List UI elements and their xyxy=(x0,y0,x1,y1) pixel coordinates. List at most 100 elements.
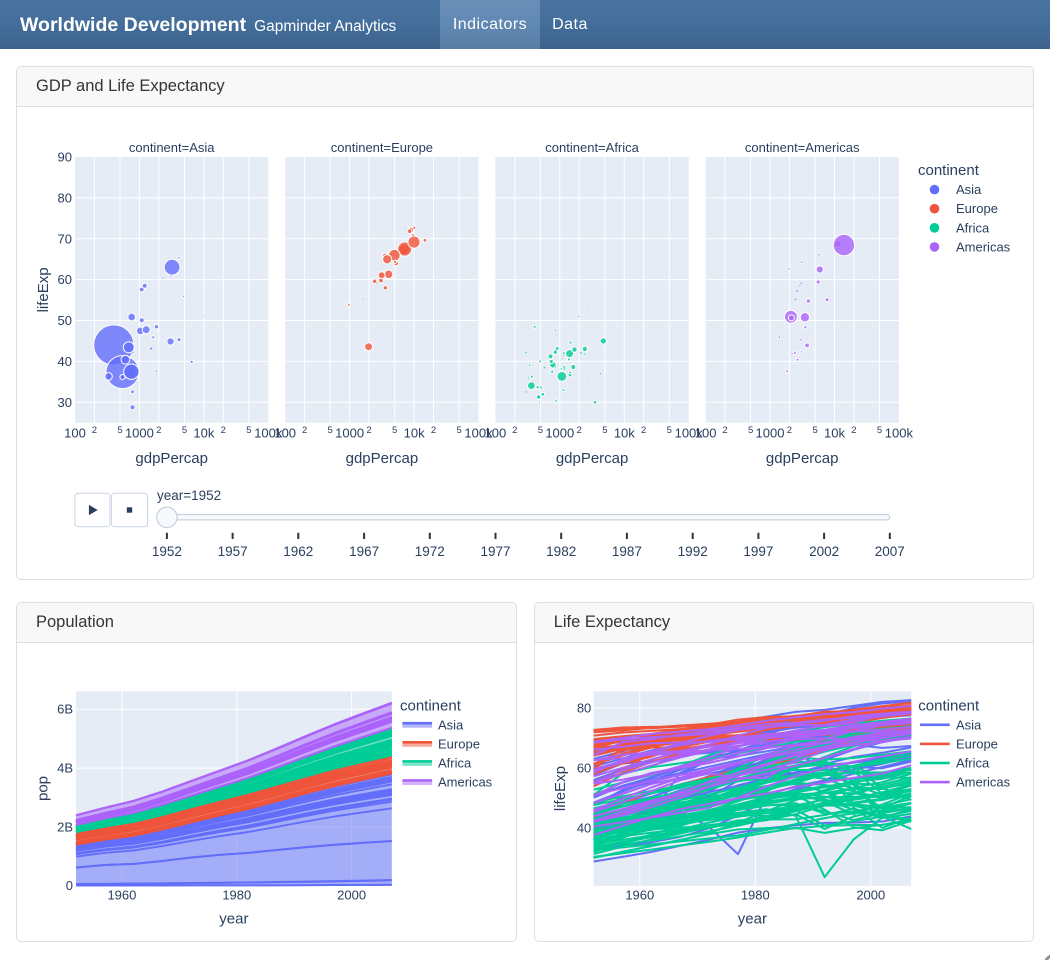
svg-text:2: 2 xyxy=(92,425,97,436)
svg-text:5: 5 xyxy=(246,425,251,436)
svg-text:2000: 2000 xyxy=(856,888,885,903)
svg-text:90: 90 xyxy=(58,150,72,165)
svg-text:100: 100 xyxy=(695,426,717,441)
svg-text:Africa: Africa xyxy=(438,756,472,771)
svg-text:pop: pop xyxy=(35,776,52,801)
svg-text:1960: 1960 xyxy=(107,888,136,903)
svg-text:1977: 1977 xyxy=(480,544,510,559)
svg-text:2: 2 xyxy=(787,425,792,436)
svg-text:1987: 1987 xyxy=(612,544,642,559)
svg-text:10k: 10k xyxy=(614,426,635,441)
svg-text:2: 2 xyxy=(641,425,646,436)
svg-text:2: 2 xyxy=(156,425,161,436)
svg-text:Asia: Asia xyxy=(438,717,464,732)
svg-text:1000: 1000 xyxy=(545,426,574,441)
svg-text:5: 5 xyxy=(456,425,461,436)
svg-text:2002: 2002 xyxy=(809,544,839,559)
svg-text:100k: 100k xyxy=(675,426,704,441)
svg-text:80: 80 xyxy=(577,700,591,715)
svg-text:gdpPercap: gdpPercap xyxy=(766,450,839,467)
svg-text:gdpPercap: gdpPercap xyxy=(346,450,419,467)
svg-text:1952: 1952 xyxy=(152,544,182,559)
svg-text:2007: 2007 xyxy=(875,544,905,559)
svg-text:continent: continent xyxy=(918,162,980,179)
svg-text:1000: 1000 xyxy=(125,426,154,441)
svg-text:100: 100 xyxy=(274,426,296,441)
svg-text:lifeExp: lifeExp xyxy=(35,267,52,312)
svg-text:year=1952: year=1952 xyxy=(157,488,221,503)
svg-text:Asia: Asia xyxy=(956,717,982,732)
svg-text:2B: 2B xyxy=(57,819,73,834)
svg-text:year: year xyxy=(219,911,248,928)
svg-text:Europe: Europe xyxy=(956,736,998,751)
svg-text:1992: 1992 xyxy=(678,544,708,559)
svg-text:0: 0 xyxy=(66,878,73,893)
svg-text:5: 5 xyxy=(392,425,397,436)
svg-text:100: 100 xyxy=(64,426,86,441)
svg-text:10k: 10k xyxy=(193,426,214,441)
svg-text:Africa: Africa xyxy=(956,756,990,771)
svg-text:2000: 2000 xyxy=(337,888,366,903)
svg-text:60: 60 xyxy=(577,760,591,775)
svg-text:100k: 100k xyxy=(254,426,283,441)
svg-text:6B: 6B xyxy=(57,702,73,717)
svg-text:Americas: Americas xyxy=(956,775,1011,790)
svg-text:4B: 4B xyxy=(57,761,73,776)
svg-text:5: 5 xyxy=(602,425,607,436)
svg-text:Americas: Americas xyxy=(956,239,1011,254)
svg-text:2: 2 xyxy=(512,425,517,436)
svg-text:1980: 1980 xyxy=(741,888,770,903)
svg-text:gdpPercap: gdpPercap xyxy=(135,450,208,467)
svg-text:5: 5 xyxy=(182,425,187,436)
svg-text:1967: 1967 xyxy=(349,544,379,559)
svg-text:60: 60 xyxy=(58,272,72,287)
svg-text:1972: 1972 xyxy=(415,544,445,559)
svg-text:1957: 1957 xyxy=(218,544,248,559)
svg-text:Europe: Europe xyxy=(438,736,480,751)
svg-text:5: 5 xyxy=(667,425,672,436)
svg-text:gdpPercap: gdpPercap xyxy=(556,450,629,467)
svg-text:10k: 10k xyxy=(824,426,845,441)
svg-text:5: 5 xyxy=(328,425,333,436)
svg-text:30: 30 xyxy=(58,395,72,410)
svg-text:10k: 10k xyxy=(404,426,425,441)
svg-text:1960: 1960 xyxy=(625,888,654,903)
svg-text:5: 5 xyxy=(877,425,882,436)
svg-text:5: 5 xyxy=(538,425,543,436)
svg-text:5: 5 xyxy=(117,425,122,436)
svg-text:Americas: Americas xyxy=(438,775,493,790)
svg-text:continent=Asia: continent=Asia xyxy=(129,140,215,155)
svg-text:2: 2 xyxy=(221,425,226,436)
svg-text:5: 5 xyxy=(748,425,753,436)
svg-text:40: 40 xyxy=(577,820,591,835)
svg-text:2: 2 xyxy=(722,425,727,436)
svg-text:100k: 100k xyxy=(885,426,914,441)
svg-text:2: 2 xyxy=(431,425,436,436)
svg-text:2: 2 xyxy=(302,425,307,436)
svg-text:Asia: Asia xyxy=(956,182,982,197)
svg-text:40: 40 xyxy=(58,354,72,369)
svg-text:1980: 1980 xyxy=(222,888,251,903)
svg-text:1000: 1000 xyxy=(335,426,364,441)
svg-text:1962: 1962 xyxy=(283,544,313,559)
svg-text:1000: 1000 xyxy=(756,426,785,441)
svg-text:Europe: Europe xyxy=(956,201,998,216)
svg-text:continent=Europe: continent=Europe xyxy=(331,140,433,155)
svg-text:2: 2 xyxy=(851,425,856,436)
svg-text:80: 80 xyxy=(58,190,72,205)
svg-text:100k: 100k xyxy=(464,426,493,441)
svg-text:continent=Africa: continent=Africa xyxy=(545,140,639,155)
svg-text:5: 5 xyxy=(812,425,817,436)
svg-text:2: 2 xyxy=(366,425,371,436)
svg-text:continent: continent xyxy=(400,697,462,714)
svg-text:continent: continent xyxy=(918,697,980,714)
svg-text:100: 100 xyxy=(485,426,507,441)
svg-text:year: year xyxy=(737,911,766,928)
svg-text:70: 70 xyxy=(58,231,72,246)
svg-text:2: 2 xyxy=(577,425,582,436)
svg-text:lifeExp: lifeExp xyxy=(551,766,568,811)
svg-text:1982: 1982 xyxy=(546,544,576,559)
svg-text:Africa: Africa xyxy=(956,220,990,235)
svg-text:50: 50 xyxy=(58,313,72,328)
svg-text:1997: 1997 xyxy=(743,544,773,559)
